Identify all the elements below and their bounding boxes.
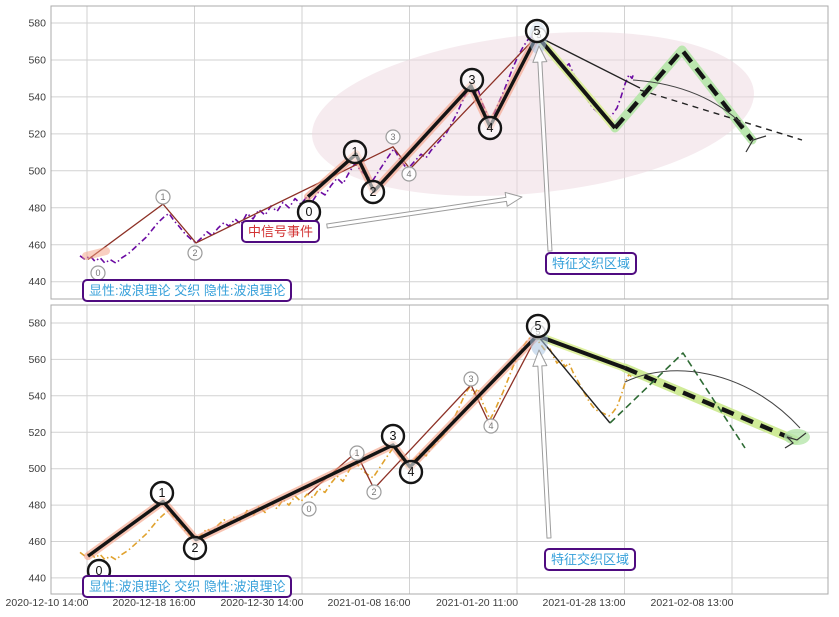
- wave-point-circle-big: [380, 423, 406, 449]
- y-tick-label: 580: [28, 318, 46, 330]
- projection-solid-line: [537, 334, 626, 370]
- y-tick-label: 580: [28, 18, 46, 30]
- wave-point-number-small: 3: [468, 374, 473, 384]
- wave-point-circle-big: [342, 139, 368, 165]
- wave-point-number-big: 1: [352, 145, 359, 159]
- wave-point-number-small: 0: [95, 268, 100, 278]
- projection-end-tick: [784, 432, 807, 449]
- y-tick-label: 540: [28, 91, 46, 103]
- panel-frame: [50, 304, 829, 595]
- wave-point-number-big: 2: [192, 541, 199, 555]
- wave-point-circle-small: [483, 418, 499, 434]
- wave-point-circle-big: [398, 459, 424, 485]
- annotation-wave-theory-bottom: 显性:波浪理论 交织 隐性:波浪理论: [82, 575, 293, 598]
- wave-point-circle-big: [477, 115, 503, 141]
- alt-projection-green-dashed: [609, 352, 746, 449]
- annotation-feature-zone-bottom: 特征交织区域: [544, 548, 637, 571]
- wave-point-number-big: 5: [535, 319, 542, 333]
- wave-point-number-small: 0: [306, 504, 311, 514]
- wave-point-circle-small: [301, 501, 317, 517]
- signal-arrow: [532, 349, 552, 539]
- y-tick-label: 480: [28, 202, 46, 214]
- wave-point-circle-big: [525, 313, 551, 339]
- x-tick-label: 2020-12-10 14:00: [6, 597, 89, 609]
- wave-point-circle-big: [524, 18, 550, 44]
- y-tick-label: 520: [28, 128, 46, 140]
- wave-point-number-big: 0: [96, 564, 103, 578]
- wave-point-number-big: 4: [408, 465, 415, 479]
- projection-arc: [624, 370, 801, 429]
- wave-point-circle-small: [349, 445, 365, 461]
- projection-end-tick: [745, 135, 767, 153]
- x-tick-label: 2021-01-08 16:00: [328, 597, 411, 609]
- trend-thin-solid: [536, 35, 641, 89]
- wave-point-number-big: 3: [469, 73, 476, 87]
- wave-point-number-big: 0: [306, 205, 313, 219]
- wave-point-circle-small: [366, 484, 382, 500]
- y-tick-label: 520: [28, 427, 46, 439]
- x-tick-label: 2021-02-08 13:00: [651, 597, 734, 609]
- signal-arrow: [326, 191, 523, 229]
- wave-point-circle-big: [182, 535, 208, 561]
- explicit-wave-line: [86, 334, 539, 558]
- wave-point-number-small: 3: [390, 132, 395, 142]
- wave-point-number-big: 5: [534, 24, 541, 38]
- projection-dashed-line: [624, 365, 796, 443]
- top-price-line: [79, 35, 635, 265]
- y-tick-label: 500: [28, 463, 46, 475]
- y-tick-label: 440: [28, 276, 46, 288]
- y-tick-label: 560: [28, 354, 46, 366]
- wave-point-circle-small: [155, 189, 171, 205]
- projection-arc: [632, 79, 745, 127]
- wave-point-circle-big: [459, 67, 485, 93]
- wave-point-number-small: 1: [160, 192, 165, 202]
- wave-point-number-big: 1: [159, 486, 166, 500]
- wave-point-number-small: 4: [488, 421, 493, 431]
- annotation-feature-zone-top: 特征交织区域: [545, 252, 638, 275]
- y-tick-label: 500: [28, 165, 46, 177]
- y-tick-label: 540: [28, 390, 46, 402]
- projection-solid-line: [535, 34, 617, 130]
- annotation-wave-theory-top: 显性:波浪理论 交织 隐性:波浪理论: [82, 279, 293, 302]
- panel-frame: [50, 5, 829, 300]
- wave-point-circle-big: [360, 179, 386, 205]
- wave-point-number-small: 4: [406, 169, 411, 179]
- wave-point-number-big: 3: [390, 429, 397, 443]
- implicit-wave-line: [87, 35, 538, 261]
- y-tick-label: 560: [28, 54, 46, 66]
- wave-point-number-small: 1: [354, 448, 359, 458]
- signal-arrow: [532, 45, 553, 252]
- x-tick-label: 2020-12-30 14:00: [221, 597, 304, 609]
- y-tick-label: 460: [28, 536, 46, 548]
- trend-thin-solid: [537, 335, 611, 424]
- x-tick-label: 2020-12-18 16:00: [113, 597, 196, 609]
- y-tick-label: 460: [28, 239, 46, 251]
- wave-point-circle-big: [149, 480, 175, 506]
- wave-point-number-big: 4: [487, 121, 494, 135]
- wave-point-circle-small: [463, 371, 479, 387]
- implicit-wave-line: [307, 335, 538, 495]
- wave-point-circle-small: [401, 166, 417, 182]
- annotation-mid-signal-event: 中信号事件: [241, 220, 321, 243]
- wave-point-number-small: 2: [192, 248, 197, 258]
- x-tick-label: 2021-01-28 13:00: [543, 597, 626, 609]
- wave-start-glow: [82, 247, 110, 260]
- wave-point-number-big: 2: [370, 185, 377, 199]
- x-tick-label: 2021-01-20 11:00: [436, 597, 518, 609]
- y-tick-label: 480: [28, 500, 46, 512]
- wave-point-circle-small: [385, 129, 401, 145]
- wave-point-number-small: 2: [371, 487, 376, 497]
- projection-dashed-line: [613, 47, 754, 142]
- explicit-wave-glow: [84, 331, 541, 561]
- wave-point-circle-small: [187, 245, 203, 261]
- y-tick-label: 440: [28, 572, 46, 584]
